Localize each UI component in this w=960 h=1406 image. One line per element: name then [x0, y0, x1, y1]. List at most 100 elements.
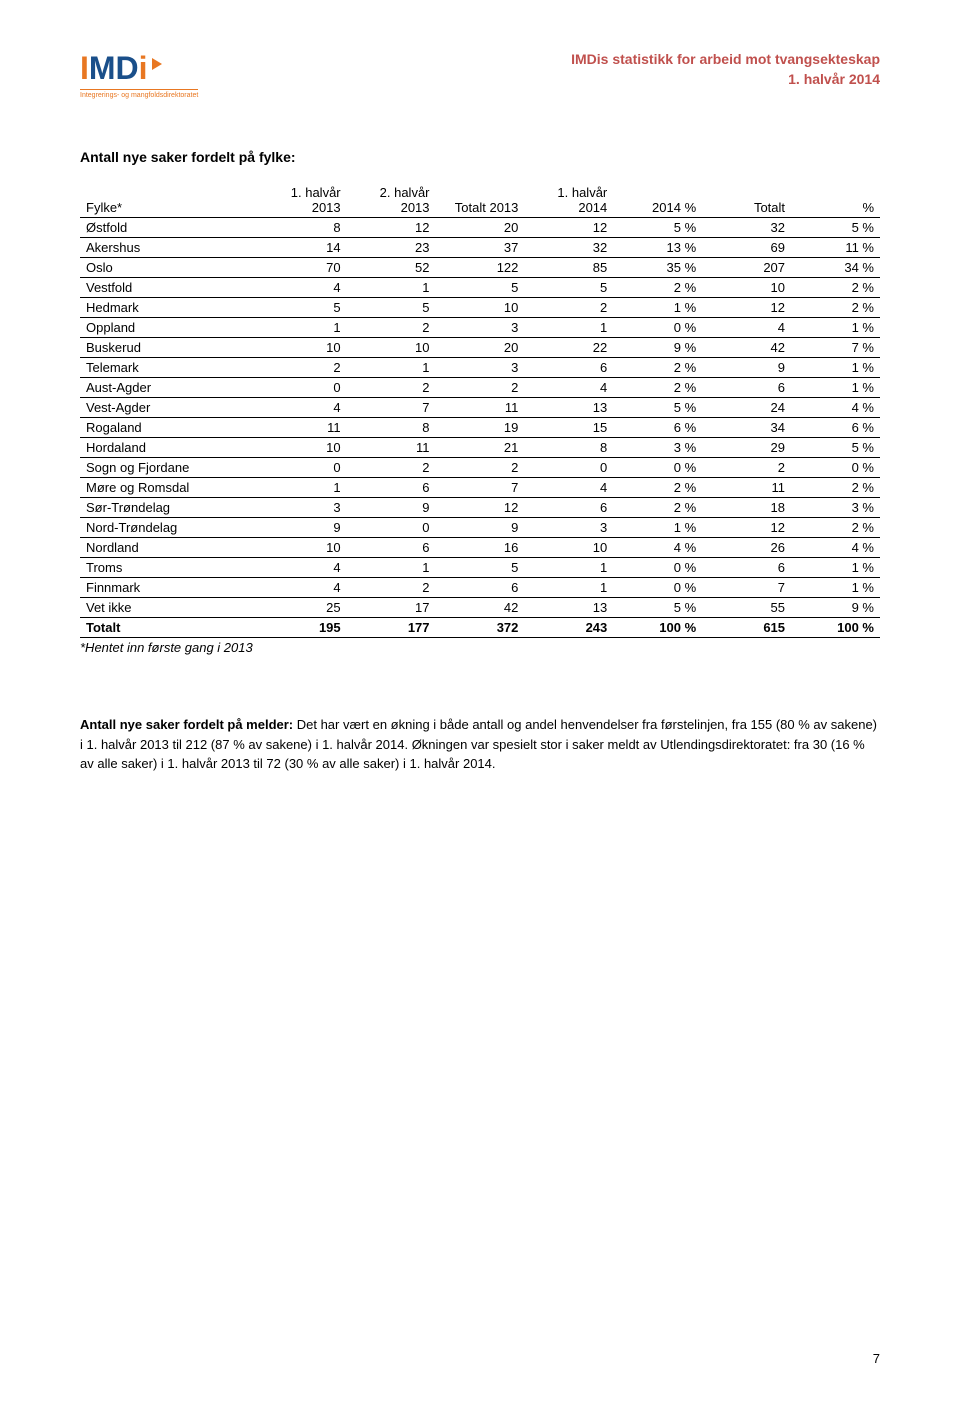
row-value: 2 — [524, 298, 613, 318]
row-value: 5 % — [613, 598, 702, 618]
row-label: Vestfold — [80, 278, 258, 298]
logo-subtext: Integrerings- og mangfoldsdirektoratet — [80, 89, 198, 99]
row-value: 0 % — [613, 578, 702, 598]
row-value: 2 — [436, 378, 525, 398]
row-value: 1 % — [613, 298, 702, 318]
row-value: 11 — [258, 418, 347, 438]
row-value: 12 — [347, 218, 436, 238]
row-value: 0 — [258, 378, 347, 398]
row-value: 1 — [258, 318, 347, 338]
row-value: 9 — [436, 518, 525, 538]
row-value: 34 — [702, 418, 791, 438]
row-value: 37 — [436, 238, 525, 258]
row-value: 1 — [347, 358, 436, 378]
col-header-tot-2013: Totalt 2013 — [436, 183, 525, 218]
data-table: Fylke* 1. halvår 2013 2. halvår 2013 Tot… — [80, 183, 880, 638]
row-value: 5 % — [791, 218, 880, 238]
row-value: 1 % — [791, 358, 880, 378]
row-value: 11 — [436, 398, 525, 418]
row-value: 14 — [258, 238, 347, 258]
row-value: 35 % — [613, 258, 702, 278]
row-value: 5 — [258, 298, 347, 318]
row-value: 7 — [347, 398, 436, 418]
section-title: Antall nye saker fordelt på fylke: — [80, 149, 880, 165]
row-value: 0 % — [613, 558, 702, 578]
row-value: 20 — [436, 338, 525, 358]
row-value: 9 % — [613, 338, 702, 358]
row-value: 2 % — [791, 278, 880, 298]
row-value: 4 — [524, 378, 613, 398]
row-label: Finnmark — [80, 578, 258, 598]
row-value: 12 — [702, 298, 791, 318]
table-row: Østfold81220125 %325 % — [80, 218, 880, 238]
row-value: 0 % — [613, 318, 702, 338]
row-value: 6 — [524, 358, 613, 378]
total-value: 100 % — [613, 618, 702, 638]
table-row: Vest-Agder4711135 %244 % — [80, 398, 880, 418]
row-value: 0 — [524, 458, 613, 478]
row-value: 42 — [436, 598, 525, 618]
row-label: Nordland — [80, 538, 258, 558]
row-value: 1 — [524, 318, 613, 338]
page-container: I M D i Integrerings- og mangfoldsdirekt… — [0, 0, 960, 814]
table-row: Nord-Trøndelag90931 %122 % — [80, 518, 880, 538]
row-value: 2 — [347, 458, 436, 478]
arrow-icon — [152, 58, 162, 70]
row-value: 4 — [702, 318, 791, 338]
row-value: 55 — [702, 598, 791, 618]
row-label: Hedmark — [80, 298, 258, 318]
row-value: 34 % — [791, 258, 880, 278]
row-value: 3 — [436, 318, 525, 338]
table-row: Hedmark551021 %122 % — [80, 298, 880, 318]
row-value: 207 — [702, 258, 791, 278]
row-value: 4 — [258, 578, 347, 598]
row-value: 5 % — [613, 398, 702, 418]
row-label: Oppland — [80, 318, 258, 338]
logo-letter-i2: i — [139, 50, 148, 87]
row-label: Sogn og Fjordane — [80, 458, 258, 478]
row-value: 1 — [258, 478, 347, 498]
row-value: 13 — [524, 398, 613, 418]
row-value: 6 — [524, 498, 613, 518]
row-value: 11 % — [791, 238, 880, 258]
row-value: 3 % — [613, 438, 702, 458]
table-row: Aust-Agder02242 %61 % — [80, 378, 880, 398]
row-value: 20 — [436, 218, 525, 238]
row-value: 5 — [436, 278, 525, 298]
row-value: 21 — [436, 438, 525, 458]
col-header-pct: % — [791, 183, 880, 218]
row-value: 7 % — [791, 338, 880, 358]
row-value: 10 — [702, 278, 791, 298]
row-value: 0 — [347, 518, 436, 538]
col-header-h1-2013: 1. halvår 2013 — [258, 183, 347, 218]
row-label: Troms — [80, 558, 258, 578]
row-value: 11 — [702, 478, 791, 498]
table-body: Østfold81220125 %325 %Akershus1423373213… — [80, 218, 880, 638]
logo-letter-d: D — [116, 50, 139, 87]
row-value: 1 % — [613, 518, 702, 538]
row-value: 12 — [702, 518, 791, 538]
row-value: 8 — [258, 218, 347, 238]
paragraph-lead: Antall nye saker fordelt på melder: — [80, 717, 293, 732]
total-value: 372 — [436, 618, 525, 638]
total-value: 100 % — [791, 618, 880, 638]
row-value: 15 — [524, 418, 613, 438]
total-label: Totalt — [80, 618, 258, 638]
col-header-totalt: Totalt — [702, 183, 791, 218]
row-value: 13 — [524, 598, 613, 618]
table-row: Møre og Romsdal16742 %112 % — [80, 478, 880, 498]
table-row: Buskerud101020229 %427 % — [80, 338, 880, 358]
table-row: Finnmark42610 %71 % — [80, 578, 880, 598]
header-title-line1: IMDis statistikk for arbeid mot tvangsek… — [571, 50, 880, 70]
row-value: 8 — [524, 438, 613, 458]
col-header-fylke: Fylke* — [80, 183, 258, 218]
col-header-h1-2014: 1. halvår 2014 — [524, 183, 613, 218]
row-value: 0 — [258, 458, 347, 478]
table-row: Vestfold41552 %102 % — [80, 278, 880, 298]
row-value: 10 — [524, 538, 613, 558]
row-value: 2 % — [613, 358, 702, 378]
row-value: 2 % — [613, 478, 702, 498]
row-value: 5 % — [613, 218, 702, 238]
row-value: 3 — [524, 518, 613, 538]
table-header-row: Fylke* 1. halvår 2013 2. halvår 2013 Tot… — [80, 183, 880, 218]
